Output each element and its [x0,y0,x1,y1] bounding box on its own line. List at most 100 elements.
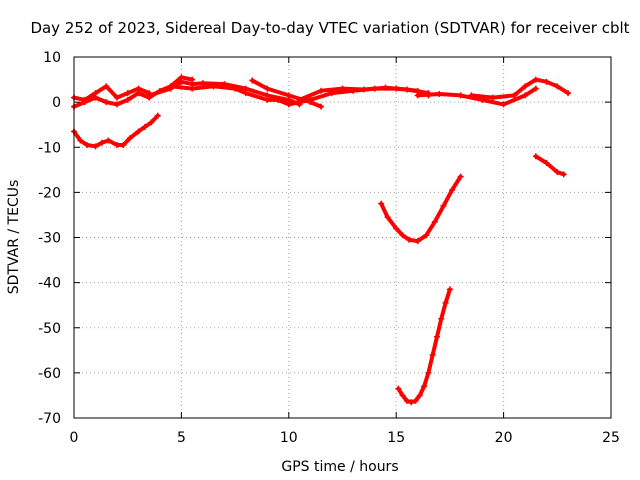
data-point [285,92,292,99]
data-point [148,119,155,126]
data-point [421,383,428,390]
data-point [275,96,282,103]
data-point [429,351,436,358]
data-point [532,85,539,92]
data-point [318,87,325,94]
data-point [154,112,161,119]
data-point [199,80,206,87]
y-axis-label: SDTVAR / TECUs [6,180,22,295]
data-point [446,286,453,293]
data-point [339,85,346,92]
data-point [210,83,217,90]
data-point [436,91,443,98]
y-tick-label: -60 [38,366,61,382]
data-point [554,83,561,90]
data-point [403,397,410,404]
x-axis-label: GPS time / hours [281,459,398,475]
series-line-arc-9 [469,77,570,100]
data-point [296,96,303,103]
data-point [146,92,153,99]
data-point [384,214,391,221]
x-tick-label: 5 [177,430,186,446]
y-tick-label: -10 [38,140,61,156]
series-line-arc-10 [72,113,160,149]
data-point [382,84,389,91]
data-point [103,99,110,106]
data-point [438,315,445,322]
y-tick-label: -30 [38,231,61,247]
data-point [264,96,271,103]
data-point [403,86,410,93]
data-point [113,141,120,148]
data-point [489,94,496,101]
y-ticks: 10 0 -10 -20 -30 -40 -50 -60 -70 [38,50,611,427]
data-point [103,83,110,90]
x-tick-label: 25 [602,430,620,446]
data-point [120,141,127,148]
data-point [543,160,550,167]
data-point [141,123,148,130]
data-point [425,369,432,376]
data-point [81,99,88,106]
data-point [124,90,131,97]
data-point [442,299,449,306]
data-point [408,399,415,406]
data-point [414,238,421,245]
data-point [264,85,271,92]
data-point [532,76,539,83]
data-point [113,94,120,101]
data-point [416,392,423,399]
data-point [554,169,561,176]
data-point [414,92,421,99]
data-point [83,141,90,148]
y-tick-label: 10 [43,50,61,66]
x-tick-label: 0 [70,430,79,446]
data-point [98,139,105,146]
data-point [178,78,185,85]
data-point [318,103,325,110]
y-tick-label: -70 [38,411,61,427]
data-point [285,101,292,108]
data-point [440,202,447,209]
data-point [522,92,529,99]
data-point [92,94,99,101]
data-point [92,143,99,150]
series-line-arc-13 [533,154,566,177]
data-point [500,101,507,108]
data-point [406,236,413,243]
data-point [457,92,464,99]
data-point [457,173,464,180]
data-point [423,232,430,239]
x-tick-label: 20 [495,430,513,446]
data-point [532,153,539,160]
data-point [378,200,385,207]
data-point [135,90,142,97]
x-tick-label: 10 [280,430,298,446]
data-point [113,101,120,108]
data-point [543,78,550,85]
data-point [242,90,249,97]
y-tick-label: -40 [38,276,61,292]
y-tick-label: 0 [52,95,61,111]
data-point [393,225,400,232]
data-point [189,85,196,92]
data-point [399,392,406,399]
x-ticks: 0 5 10 15 20 25 [70,57,620,446]
data-point [307,96,314,103]
x-tick-label: 15 [387,430,405,446]
data-point [126,135,133,142]
data-point [395,385,402,392]
data-point [167,83,174,90]
data-point [124,96,131,103]
data-point [249,77,256,84]
data-point [434,333,441,340]
data-point [560,171,567,178]
series-group [71,74,572,406]
data-point [449,187,456,194]
grid [74,57,611,418]
data-point [468,92,475,99]
data-point [431,218,438,225]
y-tick-label: -50 [38,321,61,337]
data-point [412,397,419,404]
